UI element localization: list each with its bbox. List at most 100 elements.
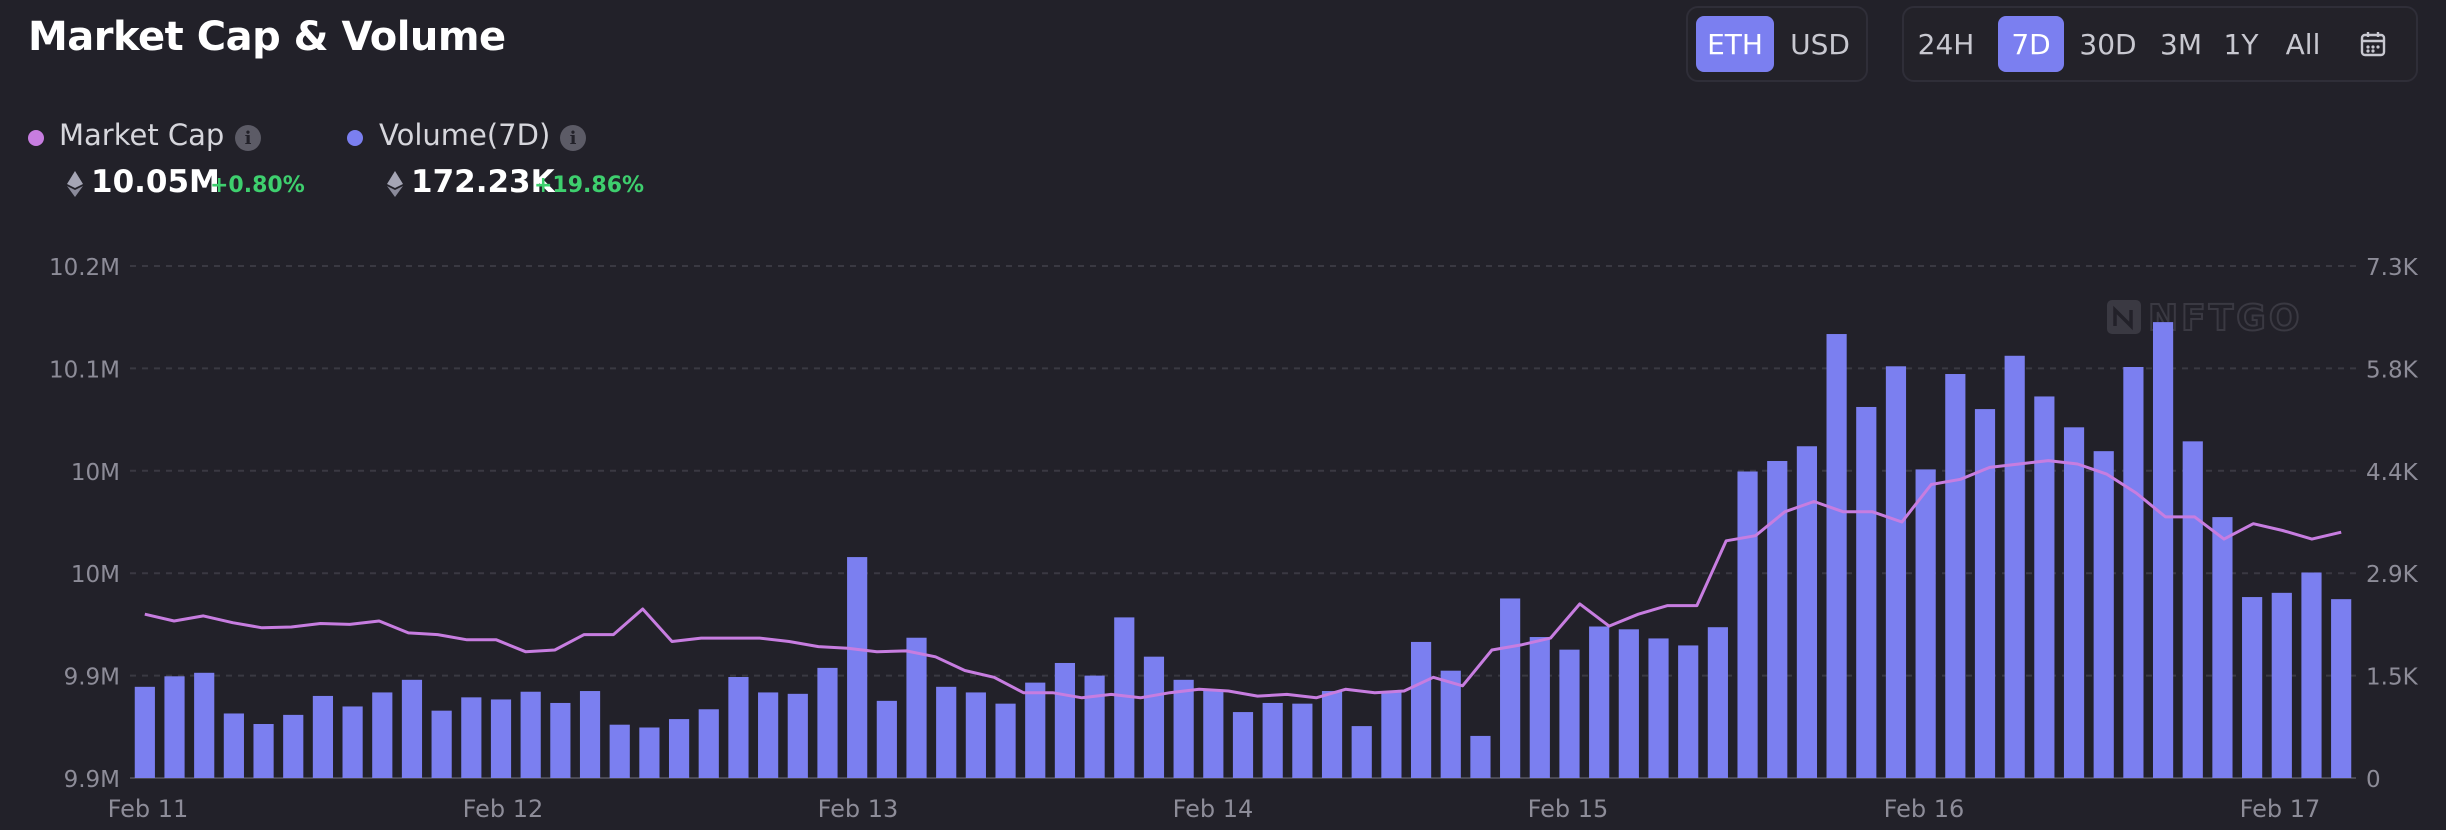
- volume-value: 172.23K: [411, 164, 555, 200]
- volume-bar: [2242, 597, 2263, 778]
- volume-bar: [312, 695, 334, 778]
- range-30d-button[interactable]: 30D: [2079, 27, 2137, 61]
- y-right-tick-label: 7.3K: [2366, 255, 2419, 281]
- range-all-button[interactable]: All: [2285, 27, 2321, 61]
- volume-bar: [1440, 670, 1461, 778]
- volume-bar: [1915, 469, 1936, 778]
- volume-bar: [1054, 662, 1076, 778]
- volume-bar: [2271, 592, 2292, 778]
- volume-bar: [1351, 726, 1372, 778]
- volume-bar: [1262, 702, 1283, 778]
- eth-icon: [67, 171, 83, 197]
- volume-bar: [1767, 460, 1788, 778]
- volume-bar: [609, 724, 630, 778]
- x-tick-label: Feb 14: [1173, 795, 1254, 823]
- volume-bar: [1529, 637, 1550, 778]
- market-cap-change: +0.80%: [210, 173, 305, 198]
- volume-change: +19.86%: [534, 173, 645, 198]
- y-right-tick-label: 0: [2366, 767, 2381, 793]
- y-right-tick-label: 4.4K: [2366, 460, 2419, 486]
- x-tick-label: Feb 13: [818, 795, 899, 823]
- volume-bar: [520, 691, 541, 778]
- range-3m-button[interactable]: 3M: [2160, 27, 2202, 61]
- volume-bar: [1796, 446, 1818, 778]
- volume-bar: [1232, 712, 1254, 778]
- volume-bar: [372, 692, 393, 778]
- y-left-tick-label: 10.2M: [49, 255, 120, 281]
- volume-bar: [1826, 334, 1847, 778]
- y-left-tick-label: 10M: [71, 460, 120, 486]
- volume-bar: [2093, 451, 2114, 778]
- volume-bar: [1618, 629, 1639, 778]
- market-cap-info-icon[interactable]: i: [235, 125, 261, 151]
- y-left-tick-label: 9.9M: [64, 665, 120, 691]
- volume-bar: [579, 691, 601, 778]
- x-tick-label: Feb 15: [1528, 795, 1609, 823]
- volume-bar: [1856, 406, 1877, 778]
- volume-bar: [1500, 598, 1521, 778]
- volume-bar: [253, 723, 274, 778]
- volume-bar: [1470, 735, 1491, 778]
- volume-bar: [134, 686, 155, 778]
- volume-bar: [965, 692, 986, 778]
- volume-info-icon[interactable]: i: [560, 125, 586, 151]
- currency-toggle: ETH USD: [1686, 6, 1868, 82]
- x-tick-label: Feb 12: [463, 795, 544, 823]
- y-right-tick-label: 2.9K: [2366, 562, 2419, 588]
- volume-bar: [431, 710, 452, 778]
- volume-bar: [1203, 689, 1224, 778]
- currency-eth-button[interactable]: ETH: [1696, 16, 1774, 72]
- volume-bar: [817, 667, 838, 778]
- volume-bar: [2301, 572, 2322, 778]
- market-cap-legend-dot: [28, 130, 44, 146]
- volume-bar: [1678, 645, 1699, 778]
- market-cap-value: 10.05M: [91, 164, 220, 200]
- volume-bar: [1143, 656, 1165, 778]
- volume-bar: [1410, 641, 1432, 778]
- volume-bar: [639, 727, 660, 778]
- volume-bar: [787, 693, 808, 778]
- range-1y-button[interactable]: 1Y: [2223, 27, 2259, 61]
- volume-bar: [1945, 374, 1966, 778]
- chart-title: Market Cap & Volume: [28, 14, 506, 60]
- volume-bar: [550, 702, 571, 778]
- volume-bar: [401, 679, 423, 778]
- y-right-tick-label: 5.8K: [2366, 357, 2419, 383]
- y-left-tick-label: 10.1M: [49, 357, 120, 383]
- y-right-tick-label: 1.5K: [2366, 665, 2419, 691]
- volume-bar: [758, 692, 779, 778]
- volume-bar: [1707, 627, 1728, 778]
- volume-bar: [1737, 471, 1758, 778]
- volume-bar: [1648, 638, 1669, 778]
- volume-bar: [223, 713, 244, 778]
- volume-bar: [847, 557, 868, 778]
- volume-bar: [995, 703, 1016, 778]
- volume-bar: [2212, 517, 2233, 778]
- range-7d-button[interactable]: 7D: [1998, 16, 2064, 72]
- volume-bar: [194, 672, 215, 778]
- currency-usd-button[interactable]: USD: [1790, 27, 1850, 61]
- volume-bar: [1974, 409, 1996, 778]
- range-24h-button[interactable]: 24H: [1917, 27, 1975, 61]
- volume-legend-label: Volume(7D): [379, 118, 551, 152]
- y-left-tick-label: 9.9M: [64, 767, 120, 793]
- volume-bar: [1885, 366, 1907, 778]
- calendar-icon[interactable]: [2342, 16, 2404, 72]
- market-cap-legend-label: Market Cap: [59, 118, 225, 152]
- market-cap-line: [144, 459, 2342, 700]
- volume-bar: [1559, 649, 1580, 778]
- time-range-toggle: 24H 7D 30D 3M 1Y All: [1902, 6, 2418, 82]
- eth-icon: [387, 171, 403, 197]
- volume-bar: [906, 637, 927, 778]
- volume-bar: [490, 699, 512, 778]
- volume-bar: [2182, 441, 2203, 778]
- volume-bar: [1025, 682, 1046, 778]
- volume-bar: [164, 676, 185, 778]
- volume-bar: [936, 686, 957, 778]
- x-tick-label: Feb 16: [1884, 795, 1965, 823]
- volume-bar: [876, 700, 897, 778]
- volume-bar: [1114, 617, 1135, 778]
- volume-bar: [1084, 675, 1105, 778]
- volume-bar: [1173, 679, 1194, 778]
